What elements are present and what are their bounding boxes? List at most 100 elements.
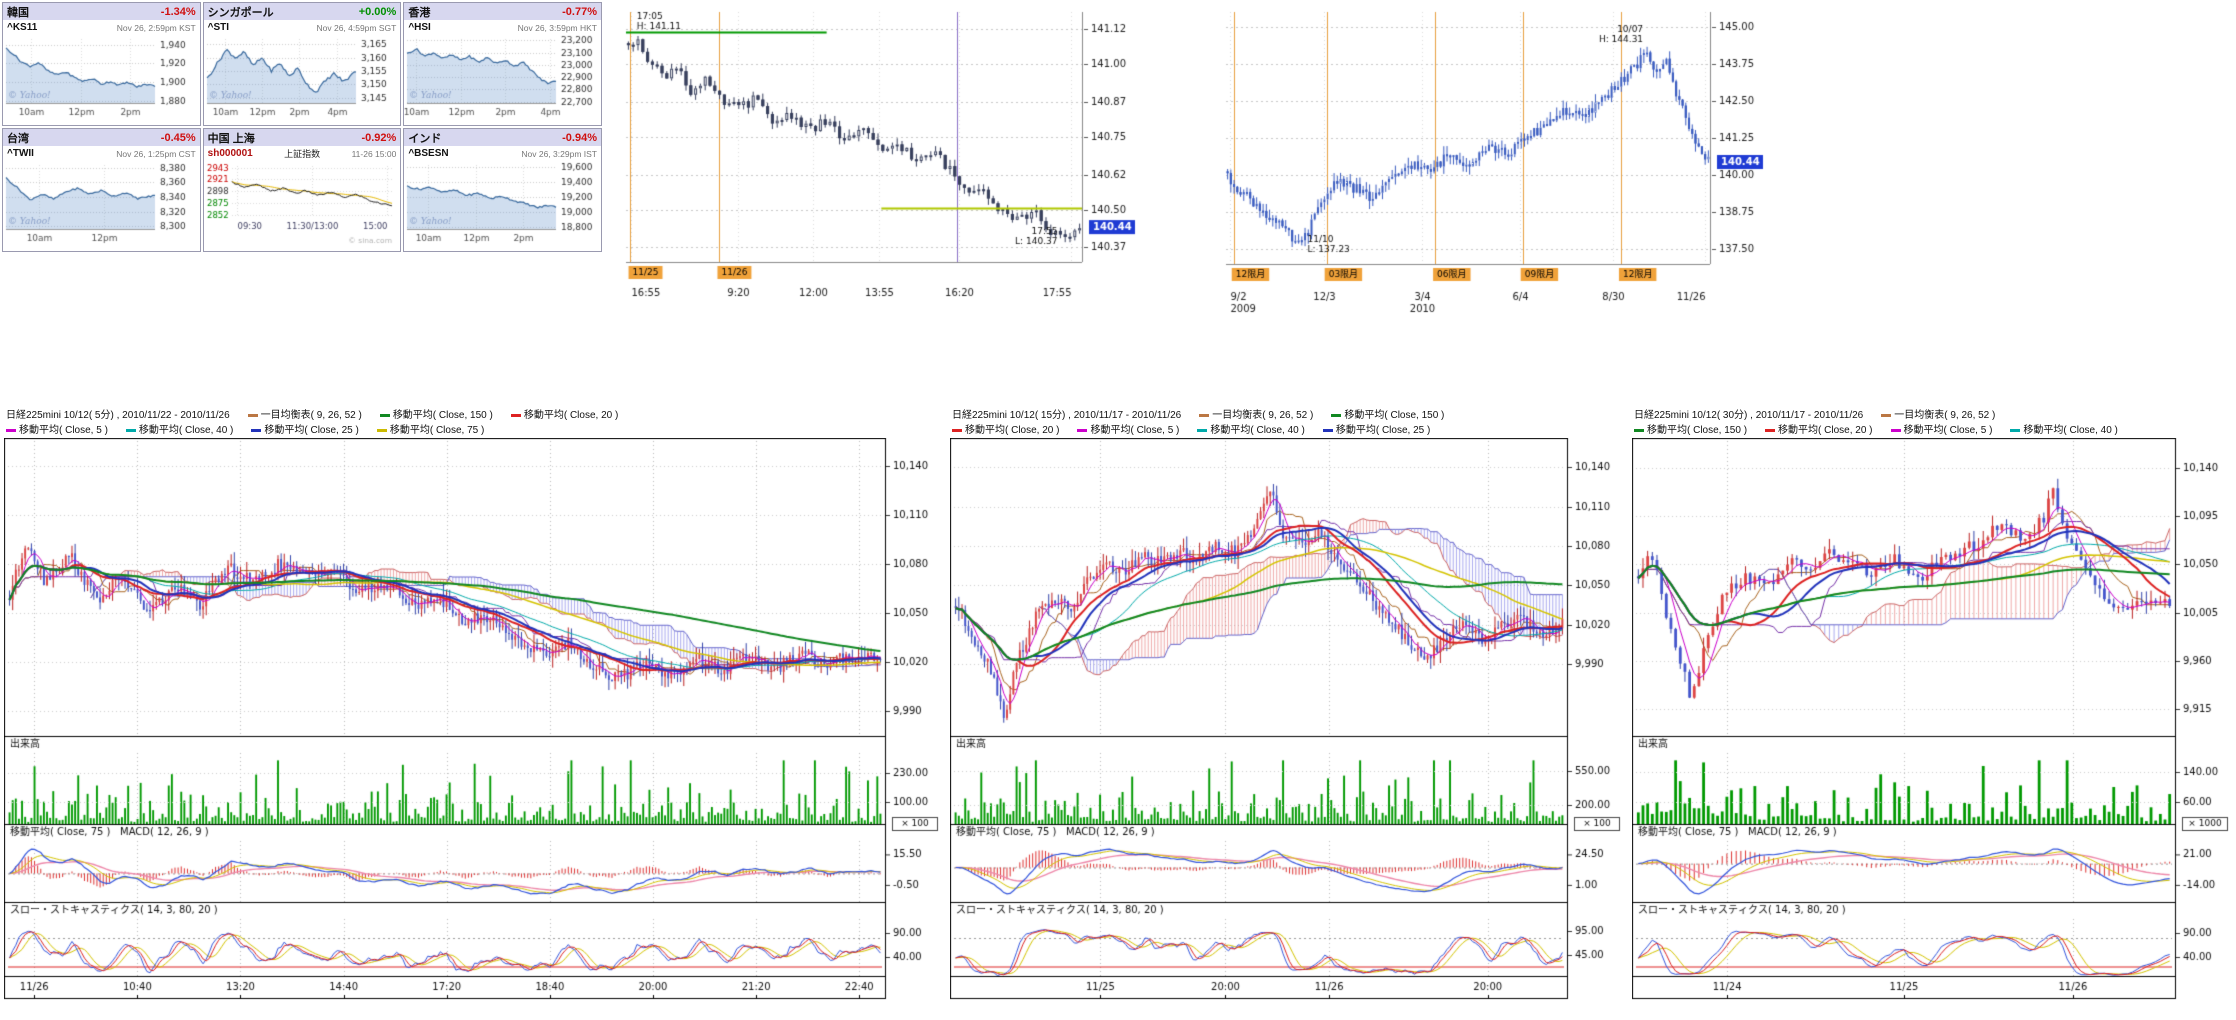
indicator-label-ma40: 移動平均( Close, 40 ) xyxy=(125,423,234,438)
market-card-india[interactable]: インド -0.94% ^BSESN Nov 26, 3:29pm IST xyxy=(403,128,602,252)
legend-color-chip xyxy=(510,413,521,417)
index-name-label: 上証指数 xyxy=(284,149,321,159)
market-symbol: ^TWII xyxy=(7,148,34,159)
indicator-label-ma20: 移動平均( Close, 20 ) xyxy=(1765,423,1873,438)
legend-color-chip xyxy=(379,413,390,417)
market-sparkline-canvas-taiwan[interactable] xyxy=(3,161,198,249)
market-change-badge: +0.00% xyxy=(358,5,397,18)
indicator-text: 一目均衡表( 9, 26, 52 ) xyxy=(1894,410,1996,421)
legend-color-chip xyxy=(6,428,16,432)
market-card-header: 香港 -0.77% xyxy=(404,3,601,20)
indicator-text: 移動平均( Close, 150 ) xyxy=(1344,410,1445,421)
market-card-header: シンガポール +0.00% xyxy=(203,3,401,20)
legend-color-chip xyxy=(1890,428,1901,432)
legend-color-chip xyxy=(952,428,962,432)
market-card-subheader: ^TWII Nov 26, 1:25pm CST xyxy=(3,146,200,161)
market-change-badge: -1.34% xyxy=(160,5,196,18)
legend-color-chip xyxy=(1765,428,1776,432)
market-sparkline-canvas-hongkong[interactable] xyxy=(404,35,600,123)
market-name: 香港 xyxy=(408,6,431,19)
market-name: シンガポール xyxy=(207,6,274,19)
market-change-badge: -0.94% xyxy=(562,131,597,144)
market-change-badge: -0.92% xyxy=(361,131,397,144)
legend-color-chip xyxy=(247,413,258,417)
indicator-label-ma75: 移動平均( Close, 75 ) xyxy=(376,423,484,438)
indicator-label-ma20: 移動平均( Close, 20 ) xyxy=(952,423,1059,438)
indicator-text: 移動平均( Close, 20 ) xyxy=(1778,425,1873,436)
indicator-text: 移動平均( Close, 5 ) xyxy=(19,425,108,436)
market-card-shanghai[interactable]: 中国 上海 -0.92% sh000001 上証指数 11-26 15:00 xyxy=(202,128,402,252)
tech-chart-header-row2: 移動平均( Close, 20 ) 移動平均( Close, 5 ) 移動平均(… xyxy=(950,423,1626,438)
market-name: 台湾 xyxy=(7,132,29,145)
chart-title: 日経225mini 10/12( 30分) , 2010/11/17 - 201… xyxy=(1634,410,1864,421)
intraday-candlestick-canvas[interactable] xyxy=(622,2,1178,316)
bond-futures-intraday-chart xyxy=(622,2,1178,316)
daily-candlestick-canvas[interactable] xyxy=(1222,2,1812,336)
indicator-text: 移動平均( Close, 150 ) xyxy=(392,410,493,421)
market-timestamp: Nov 26, 4:59pm SGT xyxy=(316,22,397,33)
indicator-label-ichimoku: 一目均衡表( 9, 26, 52 ) xyxy=(247,408,362,423)
market-card-singapore[interactable]: シンガポール +0.00% ^STI Nov 26, 4:59pm SGT xyxy=(202,2,402,126)
market-timestamp: Nov 26, 2:59pm KST xyxy=(116,22,196,33)
tech-chart-header-row2: 移動平均( Close, 150 ) 移動平均( Close, 20 ) 移動平… xyxy=(1632,423,2234,438)
legend-color-chip xyxy=(125,428,136,432)
market-name: 中国 上海 xyxy=(207,132,255,145)
market-timestamp: 11-26 15:00 xyxy=(351,148,397,159)
market-timestamp: Nov 26, 3:29pm IST xyxy=(521,148,597,159)
market-card-korea[interactable]: 韓国 -1.34% ^KS11 Nov 26, 2:59pm KST xyxy=(2,2,201,126)
tech-chart-canvas-15min[interactable] xyxy=(950,438,1626,1004)
market-timestamp: Nov 26, 1:25pm CST xyxy=(116,148,196,159)
market-name: 韓国 xyxy=(7,6,29,19)
market-card-hongkong[interactable]: 香港 -0.77% ^HSI Nov 26, 3:59pm HKT xyxy=(403,2,602,126)
legend-color-chip xyxy=(251,428,262,432)
market-change-badge: -0.77% xyxy=(562,5,597,18)
market-card-header: 韓国 -1.34% xyxy=(3,3,200,20)
market-symbol: ^HSI xyxy=(408,22,431,33)
market-card-header: インド -0.94% xyxy=(404,129,601,146)
indicator-text: 移動平均( Close, 25 ) xyxy=(1335,425,1431,436)
legend-color-chip xyxy=(1322,428,1333,432)
market-card-subheader: ^BSESN Nov 26, 3:29pm IST xyxy=(404,146,601,161)
market-timestamp: Nov 26, 3:59pm HKT xyxy=(517,22,597,33)
indicator-text: 移動平均( Close, 40 ) xyxy=(138,425,234,436)
indicator-label-ma40: 移動平均( Close, 40 ) xyxy=(1197,423,1305,438)
world-markets-grid: 韓国 -1.34% ^KS11 Nov 26, 2:59pm KST シンガポー… xyxy=(2,2,602,252)
indicator-label-ma5: 移動平均( Close, 5 ) xyxy=(1077,423,1179,438)
tech-chart-header-row1: 日経225mini 10/12( 30分) , 2010/11/17 - 201… xyxy=(1632,408,2234,423)
market-change-badge: -0.45% xyxy=(160,131,196,144)
indicator-label-ma40: 移動平均( Close, 40 ) xyxy=(2010,423,2118,438)
tech-chart-canvas-5min[interactable] xyxy=(4,438,944,1004)
market-card-subheader: ^KS11 Nov 26, 2:59pm KST xyxy=(3,20,200,35)
tech-chart-30min: 日経225mini 10/12( 30分) , 2010/11/17 - 201… xyxy=(1632,408,2234,1004)
market-symbol: ^BSESN xyxy=(408,148,449,159)
legend-color-chip xyxy=(1634,428,1644,432)
tech-chart-5min: 日経225mini 10/12( 5分) , 2010/11/22 - 2010… xyxy=(4,408,944,1004)
tech-chart-header-row1: 日経225mini 10/12( 15分) , 2010/11/17 - 201… xyxy=(950,408,1626,423)
indicator-text: 移動平均( Close, 25 ) xyxy=(264,425,359,436)
indicator-label-ma5: 移動平均( Close, 5 ) xyxy=(6,423,108,438)
market-symbol: ^STI xyxy=(207,22,230,33)
market-symbol: sh000001 xyxy=(207,148,253,159)
indicator-label-ma5: 移動平均( Close, 5 ) xyxy=(1890,423,1992,438)
indicator-text: 移動平均( Close, 40 ) xyxy=(1210,425,1305,436)
indicator-label-ichimoku: 一目均衡表( 9, 26, 52 ) xyxy=(1199,408,1313,423)
market-symbol: ^KS11 xyxy=(7,22,38,33)
market-sparkline-canvas-india[interactable] xyxy=(404,161,600,249)
market-sparkline-canvas-korea[interactable] xyxy=(3,35,198,123)
legend-color-chip xyxy=(2010,428,2021,432)
tech-chart-canvas-30min[interactable] xyxy=(1632,438,2234,1004)
market-name: インド xyxy=(408,132,442,145)
indicator-text: 移動平均( Close, 5 ) xyxy=(1090,425,1180,436)
market-card-header: 中国 上海 -0.92% xyxy=(203,129,401,146)
indicator-label-ma20: 移動平均( Close, 20 ) xyxy=(510,408,618,423)
legend-color-chip xyxy=(1881,413,1892,417)
market-card-taiwan[interactable]: 台湾 -0.45% ^TWII Nov 26, 1:25pm CST xyxy=(2,128,201,252)
market-card-header: 台湾 -0.45% xyxy=(3,129,200,146)
indicator-text: 移動平均( Close, 40 ) xyxy=(2023,425,2118,436)
bond-futures-daily-chart xyxy=(1222,2,1812,336)
tech-chart-header-row1: 日経225mini 10/12( 5分) , 2010/11/22 - 2010… xyxy=(4,408,944,423)
indicator-text: 移動平均( Close, 150 ) xyxy=(1647,425,1748,436)
market-sparkline-canvas-shanghai[interactable] xyxy=(203,161,399,249)
market-sparkline-canvas-singapore[interactable] xyxy=(203,35,399,123)
